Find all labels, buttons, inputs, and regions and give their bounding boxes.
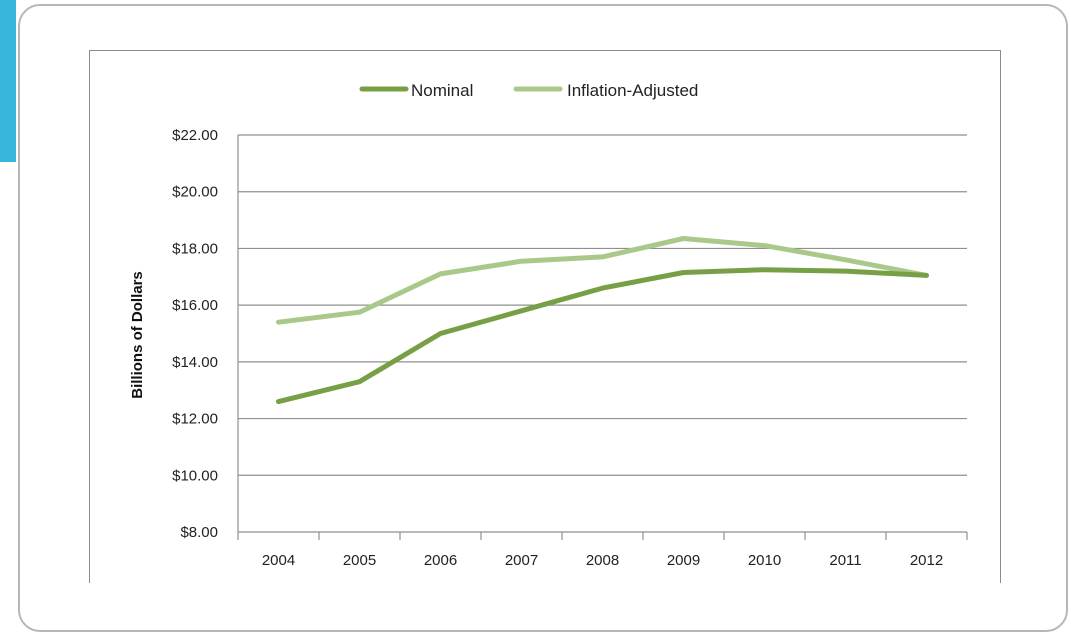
x-tick-label: 2006	[424, 552, 457, 569]
y-tick-label: $20.00	[172, 184, 218, 201]
x-tick-label: 2007	[505, 552, 538, 569]
y-tick-label: $8.00	[180, 524, 218, 541]
x-tick-label: 2009	[667, 552, 700, 569]
slide-card	[18, 4, 1068, 632]
y-tick-labels: $8.00 $10.00 $12.00 $14.00 $16.00 $18.00 $20.0…	[172, 127, 218, 541]
slide-accent-bar	[0, 0, 16, 162]
axes	[237, 135, 968, 540]
chart-frame	[89, 50, 1001, 583]
y-tick-label: $12.00	[172, 411, 218, 428]
y-tick-label: $18.00	[172, 240, 218, 257]
y-axis-title: Billions of Dollars	[129, 271, 146, 399]
x-tick-label: 2011	[829, 552, 861, 569]
series-line-nominal	[276, 267, 929, 405]
y-tick-label: $16.00	[172, 297, 218, 314]
x-tick-label: 2005	[343, 552, 376, 569]
gridlines	[238, 134, 967, 476]
y-tick-label: $14.00	[172, 354, 218, 371]
legend-label-nominal: Nominal	[411, 81, 473, 100]
y-tick-label: $10.00	[172, 467, 218, 484]
x-tick-label: 2004	[262, 552, 295, 569]
legend: Nominal Inflation-Adjusted	[359, 81, 698, 100]
x-tick-label: 2010	[748, 552, 781, 569]
x-tick-label: 2012	[910, 552, 943, 569]
series-line-inflation-adjusted	[276, 236, 929, 325]
y-tick-label: $22.00	[172, 127, 218, 144]
x-tick-labels: 2004 2005 2006 2007 2008 2009 2010 2011 2012	[262, 552, 943, 569]
x-tick-label: 2008	[586, 552, 619, 569]
legend-label-inflation-adjusted: Inflation-Adjusted	[567, 81, 698, 100]
series-lines	[276, 236, 929, 405]
